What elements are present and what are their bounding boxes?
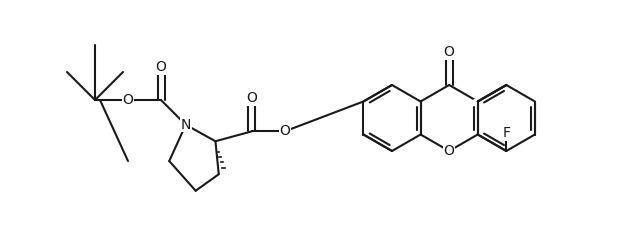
- Text: O: O: [246, 91, 257, 105]
- Text: O: O: [279, 124, 290, 138]
- Text: O: O: [444, 144, 454, 158]
- Text: N: N: [180, 118, 191, 132]
- Text: O: O: [279, 124, 290, 138]
- Text: F: F: [502, 126, 510, 140]
- Text: O: O: [156, 60, 166, 74]
- Text: O: O: [123, 93, 133, 107]
- Text: O: O: [156, 60, 166, 74]
- Text: O: O: [246, 91, 257, 105]
- Text: O: O: [123, 93, 133, 107]
- Text: N: N: [180, 118, 191, 132]
- Text: O: O: [444, 45, 454, 59]
- Text: O: O: [444, 45, 454, 59]
- Text: O: O: [444, 144, 454, 158]
- Text: F: F: [502, 126, 510, 140]
